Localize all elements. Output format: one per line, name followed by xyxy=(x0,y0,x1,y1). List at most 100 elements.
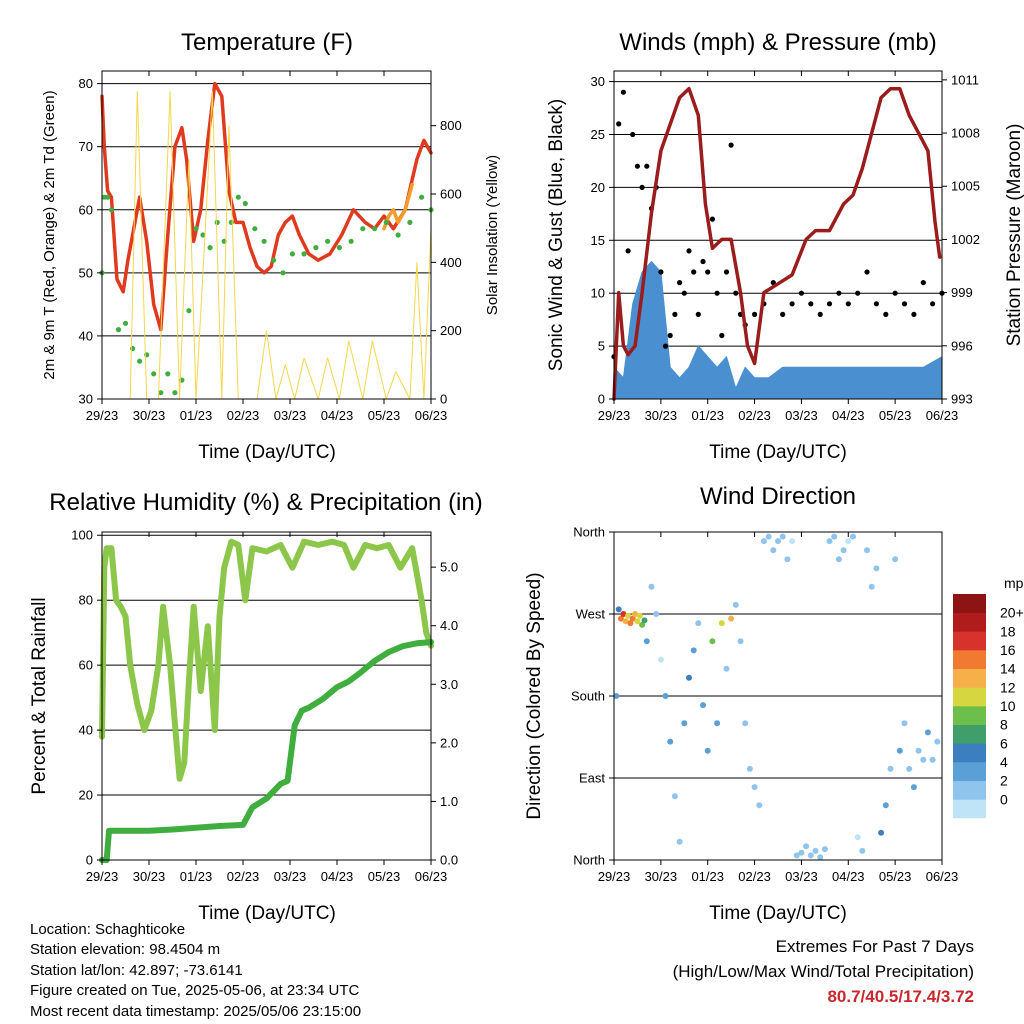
data-point xyxy=(807,852,814,859)
x-tick-label: 05/23 xyxy=(879,869,912,884)
data-point xyxy=(765,533,772,540)
data-point xyxy=(817,311,823,317)
extremes-block: Extremes For Past 7 Days (High/Low/Max W… xyxy=(673,934,974,1009)
data-point xyxy=(911,311,917,317)
data-point xyxy=(681,290,687,296)
y2-tick-label: 993 xyxy=(951,392,973,407)
data-point xyxy=(691,269,697,275)
data-point xyxy=(115,327,122,333)
y-tick-label: 30 xyxy=(79,392,93,407)
data-point xyxy=(172,390,178,396)
extremes-values: 80.7/40.5/17.4/3.72 xyxy=(827,987,974,1006)
data-point xyxy=(821,846,828,853)
data-point xyxy=(627,620,634,627)
y-tick-label: West xyxy=(576,607,606,622)
data-point xyxy=(681,720,688,727)
data-point xyxy=(812,847,819,854)
winds-ticks: 0 5 10 15 20 25 30 29/23 30/23 01/23 02/23 03/23 04/… xyxy=(591,71,980,423)
data-point xyxy=(793,852,800,859)
x-tick-label: 05/23 xyxy=(879,408,912,423)
colorbar-swatch xyxy=(953,724,986,744)
data-point xyxy=(920,280,926,286)
data-point xyxy=(636,612,643,619)
temperature-title: Temperature (F) xyxy=(181,29,353,56)
winddir-title: Wind Direction xyxy=(700,483,856,510)
data-point xyxy=(122,320,129,326)
colorbar-label: 6 xyxy=(1000,735,1008,751)
data-point xyxy=(728,615,735,622)
data-point xyxy=(108,207,114,213)
temperature-y2label: Solar Insolation (Yellow) xyxy=(484,155,501,315)
data-point xyxy=(419,194,425,200)
y-tick-label: 60 xyxy=(79,202,93,217)
data-point xyxy=(348,238,354,244)
data-point xyxy=(336,245,342,251)
data-point xyxy=(325,238,331,244)
colorbar-label: 20+ xyxy=(1000,605,1024,621)
x-tick-label: 05/23 xyxy=(368,408,401,423)
data-point xyxy=(261,238,267,244)
data-point xyxy=(826,301,833,307)
data-point xyxy=(186,308,192,314)
data-point xyxy=(868,583,875,590)
colorbar-swatch xyxy=(953,799,986,819)
data-point xyxy=(301,251,307,257)
data-point xyxy=(831,533,838,540)
humidity-title: Relative Humidity (%) & Precipitation (i… xyxy=(49,489,482,516)
colorbar-label: 14 xyxy=(1000,661,1016,677)
colorbar-swatch xyxy=(953,687,986,707)
data-point xyxy=(620,89,627,95)
data-point xyxy=(643,638,650,645)
y-tick-label: 20 xyxy=(79,788,93,803)
winds-series xyxy=(611,86,945,401)
y2-tick-label: 999 xyxy=(951,285,973,300)
colorbar-label: 18 xyxy=(1000,623,1016,639)
x-tick-label: 30/23 xyxy=(645,869,678,884)
winddir-ylabel: Direction (Colored By Speed) xyxy=(524,572,545,819)
winddir-xlabel: Time (Day/UTC) xyxy=(709,903,847,924)
data-point xyxy=(667,332,673,339)
data-point xyxy=(671,793,678,800)
data-point xyxy=(105,194,111,200)
data-point xyxy=(709,216,716,222)
data-point xyxy=(775,538,781,545)
y2-tick-label: 3.0 xyxy=(440,677,458,692)
data-point xyxy=(887,765,894,772)
data-point xyxy=(644,163,650,169)
data-point xyxy=(850,533,856,540)
data-point xyxy=(280,270,286,276)
colorbar-label: 10 xyxy=(1000,698,1016,714)
data-point xyxy=(929,756,936,763)
x-tick-label: 05/23 xyxy=(368,869,401,884)
temperature-panel: Temperature (F) 30 40 50 60 70 80 29/23 30/23 01… xyxy=(41,29,501,463)
humidity-ylabel: Percent & Total Rainfall xyxy=(29,597,50,794)
temperature-ylabel: 2m & 9m T (Red, Orange) & 2m Td (Green) xyxy=(41,90,58,379)
x-tick-label: 04/23 xyxy=(832,408,865,423)
x-tick-label: 30/23 xyxy=(645,408,678,423)
x-tick-label: 03/23 xyxy=(274,869,307,884)
data-point xyxy=(615,606,622,613)
humidity-ticks: 0 20 40 60 80 100 29/23 30/23 01/23 02/23 03/23 04/… xyxy=(71,528,458,884)
winds-xlabel: Time (Day/UTC) xyxy=(709,442,847,463)
data-point xyxy=(695,620,702,627)
data-point xyxy=(252,226,258,232)
y2-tick-label: 1008 xyxy=(951,126,980,141)
data-point xyxy=(677,280,683,286)
data-point xyxy=(770,547,777,554)
data-point xyxy=(629,615,636,622)
data-point xyxy=(733,290,739,296)
data-point xyxy=(690,647,697,654)
temperature-frame xyxy=(101,70,432,400)
x-tick-label: 30/23 xyxy=(133,408,166,423)
y2-tick-label: 200 xyxy=(440,323,462,338)
data-point xyxy=(808,301,814,307)
x-tick-label: 01/23 xyxy=(180,869,213,884)
data-point xyxy=(780,311,786,317)
data-point xyxy=(395,232,401,238)
x-tick-label: 03/23 xyxy=(274,408,307,423)
data-point xyxy=(789,301,795,307)
x-tick-label: 03/23 xyxy=(785,869,818,884)
data-point xyxy=(625,248,631,254)
data-point xyxy=(200,232,206,238)
y-tick-label: 40 xyxy=(79,723,93,738)
